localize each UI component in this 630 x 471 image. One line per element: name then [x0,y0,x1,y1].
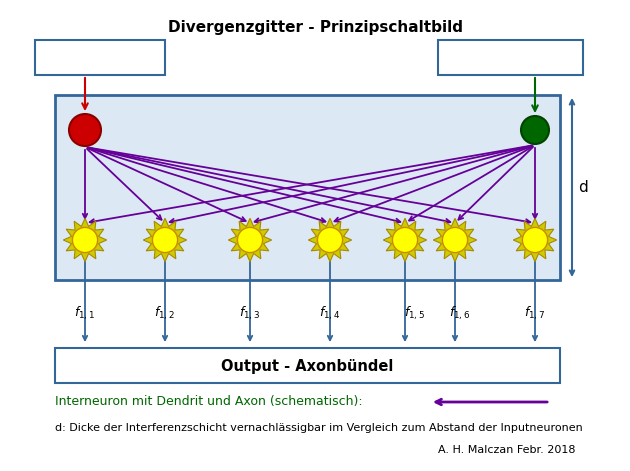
Polygon shape [228,218,272,262]
Text: $f_{1,7}$: $f_{1,7}$ [524,305,546,323]
Text: $f_{1,5}$: $f_{1,5}$ [404,305,426,323]
Text: Divergenzgitter - Prinzipschaltbild: Divergenzgitter - Prinzipschaltbild [168,20,462,35]
Bar [35,40,165,75]
Polygon shape [433,218,477,262]
Polygon shape [308,218,352,262]
Text: $f_{1,4}$: $f_{1,4}$ [319,305,341,323]
Bar [55,95,560,280]
Text: $f_{1,6}$: $f_{1,6}$ [449,305,471,323]
Circle shape [318,227,343,252]
Text: A. H. Malczan Febr. 2018: A. H. Malczan Febr. 2018 [437,445,575,455]
Text: $f_{1,2}$: $f_{1,2}$ [154,305,176,323]
Text: d: d [578,180,588,195]
Circle shape [72,227,98,252]
Polygon shape [383,218,427,262]
Circle shape [152,227,178,252]
Circle shape [392,227,418,252]
Text: $f_{1,3}$: $f_{1,3}$ [239,305,261,323]
Bar [438,40,583,75]
Text: Input 2: $\mathbf{f_B}$: Input 2: $\mathbf{f_B}$ [469,48,551,66]
Circle shape [522,227,547,252]
Text: Interneuron mit Dendrit und Axon (schematisch):: Interneuron mit Dendrit und Axon (schema… [55,396,363,408]
Circle shape [238,227,263,252]
Circle shape [69,114,101,146]
Polygon shape [63,218,106,262]
Polygon shape [143,218,186,262]
Text: $f_{1,1}$: $f_{1,1}$ [74,305,96,323]
Circle shape [521,116,549,144]
Text: d: Dicke der Interferenzschicht vernachlässigbar im Vergleich zum Abstand der In: d: Dicke der Interferenzschicht vernachl… [55,423,583,433]
Text: Input 1: $\mathbf{f_A}$: Input 1: $\mathbf{f_A}$ [59,48,141,66]
Polygon shape [513,218,557,262]
Circle shape [442,227,467,252]
Bar [55,348,560,383]
Text: Output - Axonbündel: Output - Axonbündel [220,358,393,374]
